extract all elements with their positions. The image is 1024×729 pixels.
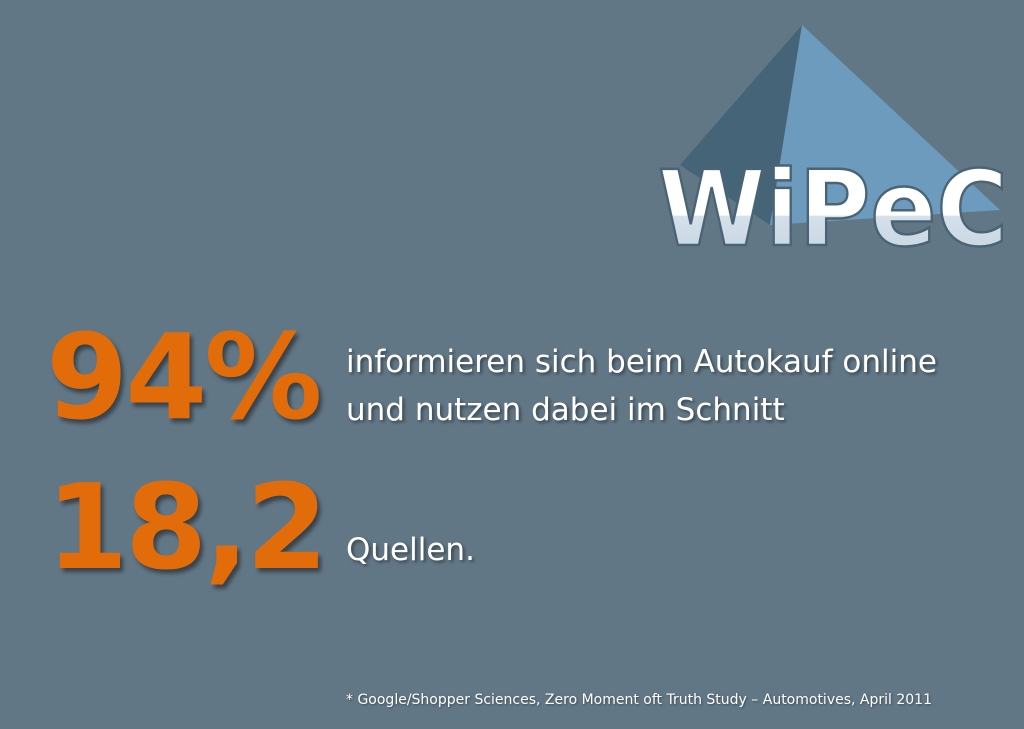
description-line-3: Quellen.	[346, 532, 475, 568]
description-line-1: informieren sich beim Autokauf online	[346, 344, 937, 380]
percent-stat: 94%	[46, 308, 322, 446]
pyramid-right-face	[770, 25, 1000, 225]
sources-stat: 18,2	[46, 458, 328, 596]
description-line-2: und nutzen dabei im Schnitt	[346, 392, 785, 428]
source-footnote: * Google/Shopper Sciences, Zero Moment o…	[346, 692, 932, 708]
logo-text: WiPeC	[658, 148, 1008, 260]
wipec-logo: WiPeC	[657, 25, 1009, 260]
pyramid-left-face	[680, 25, 802, 225]
